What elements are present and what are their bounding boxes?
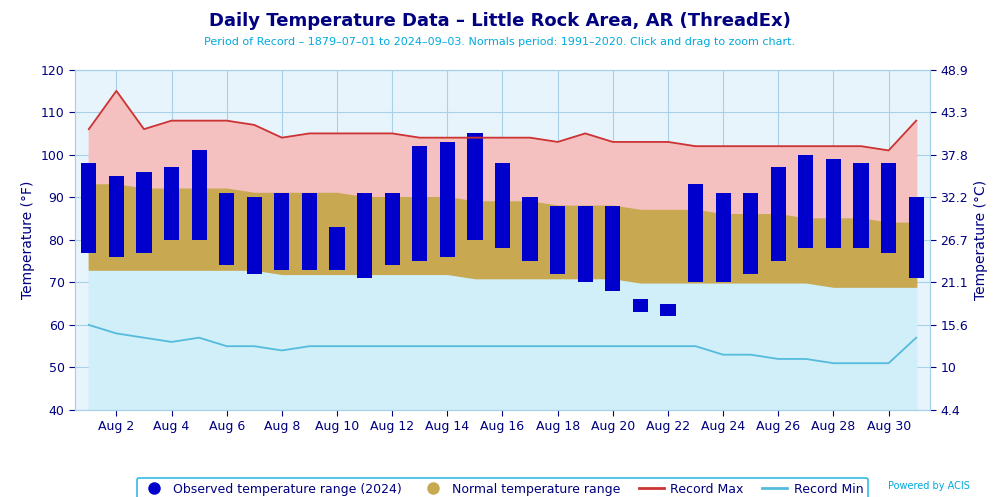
Bar: [716, 193, 731, 282]
Bar: [909, 197, 924, 278]
Bar: [164, 167, 179, 240]
Bar: [495, 163, 510, 248]
Y-axis label: Temperature (°C): Temperature (°C): [974, 180, 988, 300]
Bar: [522, 197, 538, 261]
Bar: [798, 155, 813, 248]
Bar: [412, 146, 427, 261]
Bar: [329, 227, 345, 269]
Legend: Observed temperature range (2024), Normal temperature range, Record Max, Record : Observed temperature range (2024), Norma…: [137, 478, 868, 497]
Bar: [633, 299, 648, 312]
Text: Powered by ACIS: Powered by ACIS: [888, 481, 970, 491]
Bar: [81, 163, 96, 252]
Bar: [881, 163, 896, 252]
Bar: [247, 197, 262, 274]
Bar: [578, 206, 593, 282]
Bar: [440, 142, 455, 257]
Bar: [853, 163, 869, 248]
Bar: [688, 184, 703, 282]
Bar: [771, 167, 786, 261]
Bar: [192, 151, 207, 240]
Bar: [605, 206, 620, 291]
Text: Daily Temperature Data – Little Rock Area, AR (ThreadEx): Daily Temperature Data – Little Rock Are…: [209, 12, 791, 30]
Bar: [467, 133, 483, 240]
Bar: [743, 193, 758, 274]
Bar: [219, 193, 234, 265]
Bar: [550, 206, 565, 274]
Bar: [302, 193, 317, 269]
Bar: [385, 193, 400, 265]
Bar: [136, 171, 152, 252]
Y-axis label: Temperature (°F): Temperature (°F): [21, 180, 35, 299]
Bar: [357, 193, 372, 278]
Bar: [826, 159, 841, 248]
Bar: [660, 304, 676, 317]
Bar: [274, 193, 289, 269]
Text: Period of Record – 1879–07–01 to 2024–09–03. Normals period: 1991–2020. Click an: Period of Record – 1879–07–01 to 2024–09…: [204, 37, 796, 47]
Bar: [109, 176, 124, 257]
